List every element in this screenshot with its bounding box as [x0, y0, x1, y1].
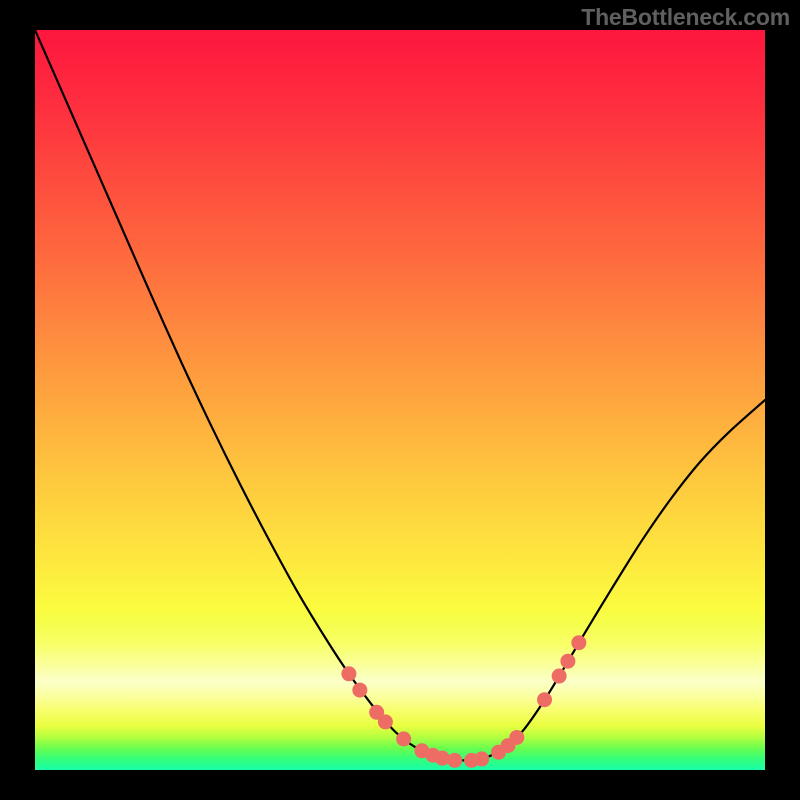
curve-marker: [509, 730, 524, 745]
watermark-text: TheBottleneck.com: [581, 4, 790, 31]
curve-marker: [571, 635, 586, 650]
curve-marker: [378, 714, 393, 729]
curve-marker: [396, 731, 411, 746]
curve-marker: [447, 753, 462, 768]
curve-marker: [474, 751, 489, 766]
curve-marker: [537, 692, 552, 707]
curve-marker: [560, 654, 575, 669]
plot-background-gradient: [35, 30, 765, 770]
chart-svg: [0, 0, 800, 800]
chart-frame: TheBottleneck.com: [0, 0, 800, 800]
curve-marker: [552, 669, 567, 684]
curve-marker: [341, 666, 356, 681]
curve-marker: [352, 683, 367, 698]
